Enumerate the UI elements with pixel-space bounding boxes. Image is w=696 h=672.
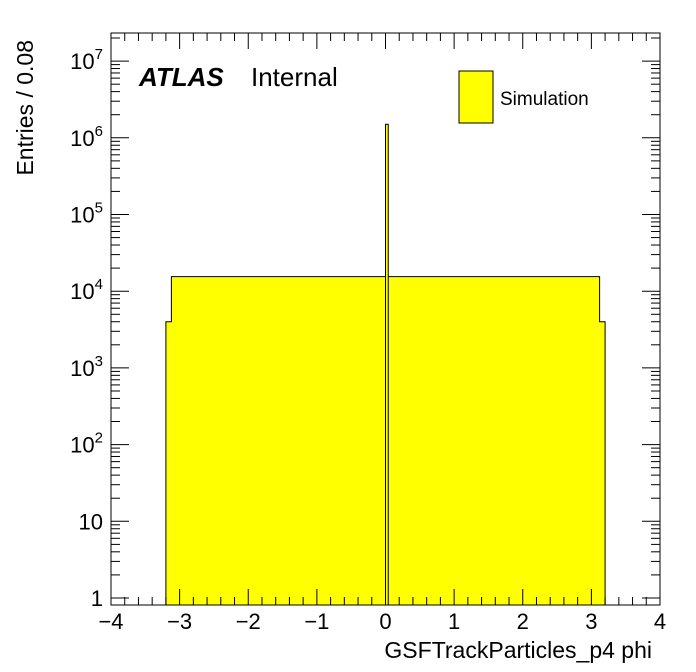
- histogram-bar: [165, 321, 172, 605]
- atlas-label: ATLAS: [138, 62, 224, 92]
- x-tick-label: −4: [98, 609, 123, 634]
- x-tick-label: 0: [379, 609, 391, 634]
- x-tick-labels: −4 −3 −2 −1 0 1 2 3 4: [98, 609, 666, 634]
- x-axis-title: GSFTrackParticles_p4 phi: [384, 637, 652, 663]
- internal-label: Internal: [251, 62, 338, 92]
- histogram-spike-bar: [385, 123, 389, 606]
- y-tick-label: 1: [91, 586, 103, 611]
- legend-swatch: [458, 70, 494, 124]
- y-tick-labels: 1 10 102 103 104 105 106 107: [70, 46, 103, 611]
- x-tick-label: 4: [654, 609, 666, 634]
- axis-ticks: [110, 33, 661, 605]
- y-tick-label: 103: [70, 353, 103, 381]
- y-tick-label: 104: [70, 276, 103, 304]
- x-tick-label: −1: [304, 609, 329, 634]
- x-tick-label: 1: [448, 609, 460, 634]
- x-tick-label: −3: [167, 609, 192, 634]
- y-tick-label: 107: [70, 46, 103, 74]
- x-tick-label: −2: [236, 609, 261, 634]
- y-tick-label: 105: [70, 200, 103, 228]
- histogram-bars: [165, 123, 606, 606]
- legend-entry-simulation: Simulation: [500, 89, 589, 110]
- y-axis-title: Entries / 0.08: [12, 40, 38, 176]
- x-tick-label: 2: [517, 609, 529, 634]
- y-tick-label: 106: [70, 123, 103, 151]
- y-tick-label: 102: [70, 430, 103, 458]
- y-tick-label: 10: [79, 509, 103, 534]
- histogram-bar: [599, 321, 606, 605]
- x-tick-label: 3: [585, 609, 597, 634]
